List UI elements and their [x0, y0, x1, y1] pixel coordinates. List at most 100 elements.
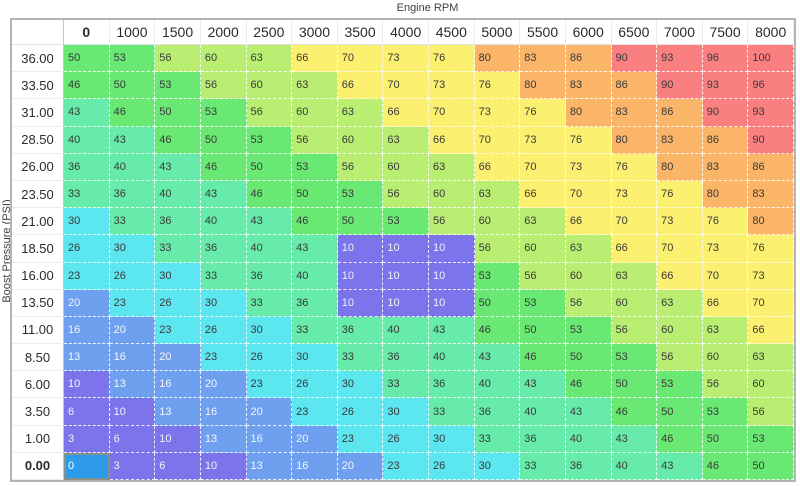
cell-6000rpm-1.00psi[interactable]: 40	[565, 425, 612, 453]
cell-1500rpm-31.00psi[interactable]: 50	[155, 99, 201, 127]
row-header-23.50[interactable]: 23.50	[12, 180, 64, 209]
cell-4500rpm-16.00psi[interactable]: 10	[429, 262, 475, 290]
column-header-1000[interactable]: 1000	[109, 20, 156, 45]
column-header-5500[interactable]: 5500	[520, 20, 566, 45]
cell-7000rpm-28.50psi[interactable]: 83	[657, 126, 703, 154]
cell-1500rpm-18.50psi[interactable]: 33	[155, 235, 201, 263]
cell-3500rpm-33.50psi[interactable]: 66	[337, 72, 384, 100]
cell-1500rpm-6.00psi[interactable]: 16	[155, 371, 201, 399]
cell-4000rpm-8.50psi[interactable]: 36	[383, 344, 429, 372]
cell-2000rpm-13.50psi[interactable]: 30	[200, 289, 247, 317]
cell-2500rpm-1.00psi[interactable]: 16	[246, 425, 293, 453]
cell-1000rpm-26.00psi[interactable]: 40	[109, 153, 156, 181]
cell-5000rpm-16.00psi[interactable]: 53	[474, 262, 521, 290]
cell-0rpm-3.50psi[interactable]: 6	[64, 398, 110, 426]
cell-0rpm-36.00psi[interactable]: 50	[64, 45, 110, 73]
cell-4000rpm-18.50psi[interactable]: 10	[383, 235, 429, 263]
cell-1000rpm-21.00psi[interactable]: 33	[109, 208, 156, 236]
cell-5000rpm-36.00psi[interactable]: 80	[474, 45, 521, 73]
cell-5500rpm-36.00psi[interactable]: 83	[520, 45, 566, 73]
cell-6000rpm-6.00psi[interactable]: 46	[565, 371, 612, 399]
cell-8000rpm-28.50psi[interactable]: 90	[748, 126, 794, 154]
cell-1500rpm-3.50psi[interactable]: 13	[155, 398, 201, 426]
cell-4500rpm-1.00psi[interactable]: 30	[429, 425, 475, 453]
cell-0rpm-6.00psi[interactable]: 10	[64, 371, 110, 399]
cell-6000rpm-33.50psi[interactable]: 83	[565, 72, 612, 100]
cell-6000rpm-8.50psi[interactable]: 50	[565, 344, 612, 372]
column-header-3000[interactable]: 3000	[292, 20, 338, 45]
cell-7000rpm-0.00psi[interactable]: 43	[657, 452, 703, 480]
cell-2500rpm-13.50psi[interactable]: 33	[246, 289, 293, 317]
cell-5500rpm-18.50psi[interactable]: 60	[520, 235, 566, 263]
cell-3500rpm-18.50psi[interactable]: 10	[337, 235, 384, 263]
column-header-5000[interactable]: 5000	[474, 20, 521, 45]
cell-3000rpm-28.50psi[interactable]: 56	[292, 126, 338, 154]
cell-2000rpm-1.00psi[interactable]: 13	[200, 425, 247, 453]
cell-1500rpm-8.50psi[interactable]: 20	[155, 344, 201, 372]
cell-4000rpm-21.00psi[interactable]: 53	[383, 208, 429, 236]
cell-0rpm-28.50psi[interactable]: 40	[64, 126, 110, 154]
cell-4500rpm-26.00psi[interactable]: 63	[429, 153, 475, 181]
row-header-31.00[interactable]: 31.00	[12, 99, 64, 127]
cell-4500rpm-21.00psi[interactable]: 56	[429, 208, 475, 236]
cell-7000rpm-6.00psi[interactable]: 53	[657, 371, 703, 399]
cell-7500rpm-31.00psi[interactable]: 90	[702, 99, 749, 127]
cell-2500rpm-6.00psi[interactable]: 23	[246, 371, 293, 399]
cell-4500rpm-13.50psi[interactable]: 10	[429, 289, 475, 317]
row-header-3.50[interactable]: 3.50	[12, 398, 64, 426]
cell-4000rpm-13.50psi[interactable]: 10	[383, 289, 429, 317]
cell-6500rpm-16.00psi[interactable]: 63	[611, 262, 658, 290]
cell-7000rpm-21.00psi[interactable]: 73	[657, 208, 703, 236]
cell-7500rpm-11.00psi[interactable]: 63	[702, 316, 749, 345]
cell-3000rpm-0.00psi[interactable]: 16	[292, 452, 338, 480]
cell-6500rpm-11.00psi[interactable]: 56	[611, 316, 658, 345]
row-header-13.50[interactable]: 13.50	[12, 289, 64, 317]
cell-8000rpm-18.50psi[interactable]: 76	[748, 235, 794, 263]
cell-2500rpm-31.00psi[interactable]: 56	[246, 99, 293, 127]
cell-5500rpm-21.00psi[interactable]: 63	[520, 208, 566, 236]
row-header-33.50[interactable]: 33.50	[12, 72, 64, 100]
cell-7500rpm-33.50psi[interactable]: 93	[702, 72, 749, 100]
cell-5000rpm-21.00psi[interactable]: 60	[474, 208, 521, 236]
cell-8000rpm-21.00psi[interactable]: 80	[748, 208, 794, 236]
cell-6500rpm-23.50psi[interactable]: 73	[611, 180, 658, 209]
row-header-11.00[interactable]: 11.00	[12, 316, 64, 345]
cell-6500rpm-3.50psi[interactable]: 46	[611, 398, 658, 426]
cell-6000rpm-11.00psi[interactable]: 53	[565, 316, 612, 345]
cell-2000rpm-6.00psi[interactable]: 20	[200, 371, 247, 399]
cell-3000rpm-18.50psi[interactable]: 43	[292, 235, 338, 263]
cell-1500rpm-26.00psi[interactable]: 43	[155, 153, 201, 181]
cell-4000rpm-23.50psi[interactable]: 56	[383, 180, 429, 209]
cell-0rpm-18.50psi[interactable]: 26	[64, 235, 110, 263]
cell-3000rpm-6.00psi[interactable]: 26	[292, 371, 338, 399]
cell-6000rpm-31.00psi[interactable]: 80	[565, 99, 612, 127]
column-header-0[interactable]: 0	[64, 20, 110, 45]
cell-5500rpm-26.00psi[interactable]: 70	[520, 153, 566, 181]
cell-3000rpm-16.00psi[interactable]: 40	[292, 262, 338, 290]
cell-4500rpm-36.00psi[interactable]: 76	[429, 45, 475, 73]
cell-2500rpm-11.00psi[interactable]: 30	[246, 316, 293, 345]
cell-5000rpm-18.50psi[interactable]: 56	[474, 235, 521, 263]
cell-5000rpm-23.50psi[interactable]: 63	[474, 180, 521, 209]
cell-2500rpm-16.00psi[interactable]: 36	[246, 262, 293, 290]
cell-1000rpm-13.50psi[interactable]: 23	[109, 289, 156, 317]
column-header-4500[interactable]: 4500	[429, 20, 475, 45]
cell-0rpm-11.00psi[interactable]: 16	[64, 316, 110, 345]
cell-6500rpm-26.00psi[interactable]: 76	[611, 153, 658, 181]
cell-6000rpm-21.00psi[interactable]: 66	[565, 208, 612, 236]
cell-6500rpm-8.50psi[interactable]: 53	[611, 344, 658, 372]
column-header-6500[interactable]: 6500	[611, 20, 658, 45]
cell-4000rpm-16.00psi[interactable]: 10	[383, 262, 429, 290]
cell-0rpm-0.00psi[interactable]: 0	[64, 452, 110, 480]
row-header-1.00[interactable]: 1.00	[12, 425, 64, 453]
cell-6500rpm-0.00psi[interactable]: 40	[611, 452, 658, 480]
cell-4000rpm-0.00psi[interactable]: 23	[383, 452, 429, 480]
cell-3500rpm-23.50psi[interactable]: 53	[337, 180, 384, 209]
cell-4000rpm-3.50psi[interactable]: 30	[383, 398, 429, 426]
cell-0rpm-8.50psi[interactable]: 13	[64, 344, 110, 372]
cell-6500rpm-21.00psi[interactable]: 70	[611, 208, 658, 236]
cell-7000rpm-13.50psi[interactable]: 63	[657, 289, 703, 317]
cell-4000rpm-11.00psi[interactable]: 40	[383, 316, 429, 345]
cell-4500rpm-6.00psi[interactable]: 36	[429, 371, 475, 399]
cell-2500rpm-36.00psi[interactable]: 63	[246, 45, 293, 73]
